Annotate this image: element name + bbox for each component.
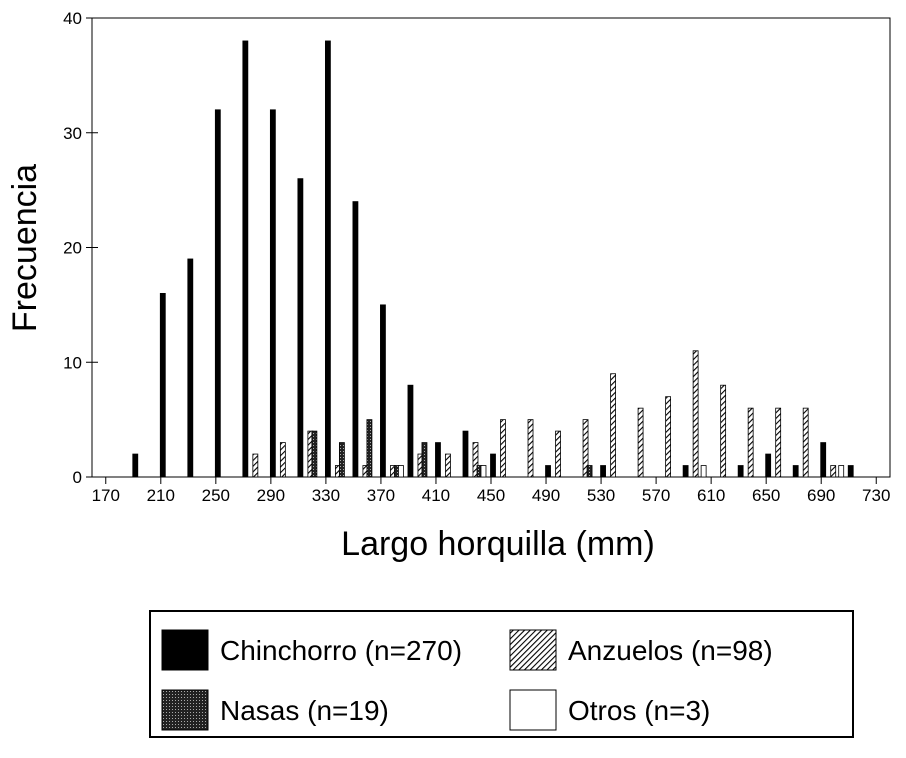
bar <box>792 465 799 478</box>
x-tick-label: 210 <box>147 486 175 505</box>
y-axis-label: Frecuencia <box>6 164 44 332</box>
x-tick-label: 690 <box>807 486 835 505</box>
x-tick-label: 330 <box>312 486 340 505</box>
x-tick-label: 410 <box>422 486 450 505</box>
legend-label: Anzuelos (n=98) <box>568 635 773 666</box>
x-tick-label: 610 <box>697 486 725 505</box>
x-tick-label: 250 <box>202 486 230 505</box>
bar <box>545 465 551 478</box>
bar <box>279 442 286 478</box>
legend-box <box>149 610 854 738</box>
legend-swatch <box>161 689 209 731</box>
legend-label: Chinchorro (n=270) <box>220 635 462 666</box>
bar <box>380 304 386 478</box>
bar <box>820 442 827 478</box>
bar <box>802 407 809 478</box>
bar <box>692 350 699 478</box>
x-tick-label: 450 <box>477 486 505 505</box>
bar <box>500 419 506 478</box>
legend-swatch <box>509 689 557 731</box>
bar <box>586 465 593 478</box>
y-tick-label: 10 <box>63 353 82 372</box>
x-tick-label: 290 <box>257 486 285 505</box>
bar <box>159 292 166 478</box>
legend-swatch <box>161 629 209 671</box>
bar <box>700 465 707 478</box>
bar <box>838 465 845 478</box>
bar <box>462 430 469 478</box>
bar <box>398 465 404 478</box>
bar <box>665 396 672 478</box>
bar <box>472 442 479 478</box>
legend-swatch <box>509 629 557 671</box>
bar <box>720 384 727 478</box>
bar <box>252 453 259 478</box>
bar <box>747 407 754 478</box>
bar <box>132 453 139 478</box>
bar <box>775 407 782 478</box>
bar <box>242 40 249 478</box>
y-tick-label: 0 <box>73 468 82 487</box>
bar <box>555 430 561 478</box>
y-tick-label: 30 <box>63 124 82 143</box>
bar <box>435 442 441 478</box>
bar <box>338 442 345 478</box>
bar <box>269 109 276 478</box>
bar <box>737 465 744 478</box>
x-tick-label: 730 <box>862 486 890 505</box>
bar <box>847 465 854 478</box>
bar <box>610 373 616 478</box>
bar <box>765 453 772 478</box>
bar <box>297 178 304 478</box>
bar <box>324 40 331 478</box>
x-axis-label: Largo horquilla (mm) <box>341 525 655 563</box>
bar <box>480 465 487 478</box>
bar <box>830 465 837 478</box>
bar <box>187 258 194 478</box>
bar <box>582 419 589 478</box>
bar <box>407 384 414 478</box>
legend-label: Otros (n=3) <box>568 695 710 726</box>
bar <box>352 201 359 478</box>
y-tick-label: 40 <box>63 9 82 28</box>
bar <box>682 465 689 478</box>
bar <box>311 430 318 478</box>
x-tick-label: 490 <box>532 486 560 505</box>
x-tick-label: 570 <box>642 486 670 505</box>
bar <box>214 109 221 478</box>
bar <box>421 442 428 478</box>
bar <box>490 453 496 478</box>
x-tick-label: 370 <box>367 486 395 505</box>
x-tick-label: 650 <box>752 486 780 505</box>
bar <box>366 419 373 478</box>
bar <box>637 407 644 478</box>
plot-frame <box>91 17 891 478</box>
x-tick-label: 530 <box>587 486 615 505</box>
x-tick-label: 170 <box>92 486 120 505</box>
bar <box>445 453 451 478</box>
legend-label: Nasas (n=19) <box>220 695 389 726</box>
y-tick-label: 20 <box>63 239 82 258</box>
bar <box>600 465 606 478</box>
bar <box>527 419 534 478</box>
